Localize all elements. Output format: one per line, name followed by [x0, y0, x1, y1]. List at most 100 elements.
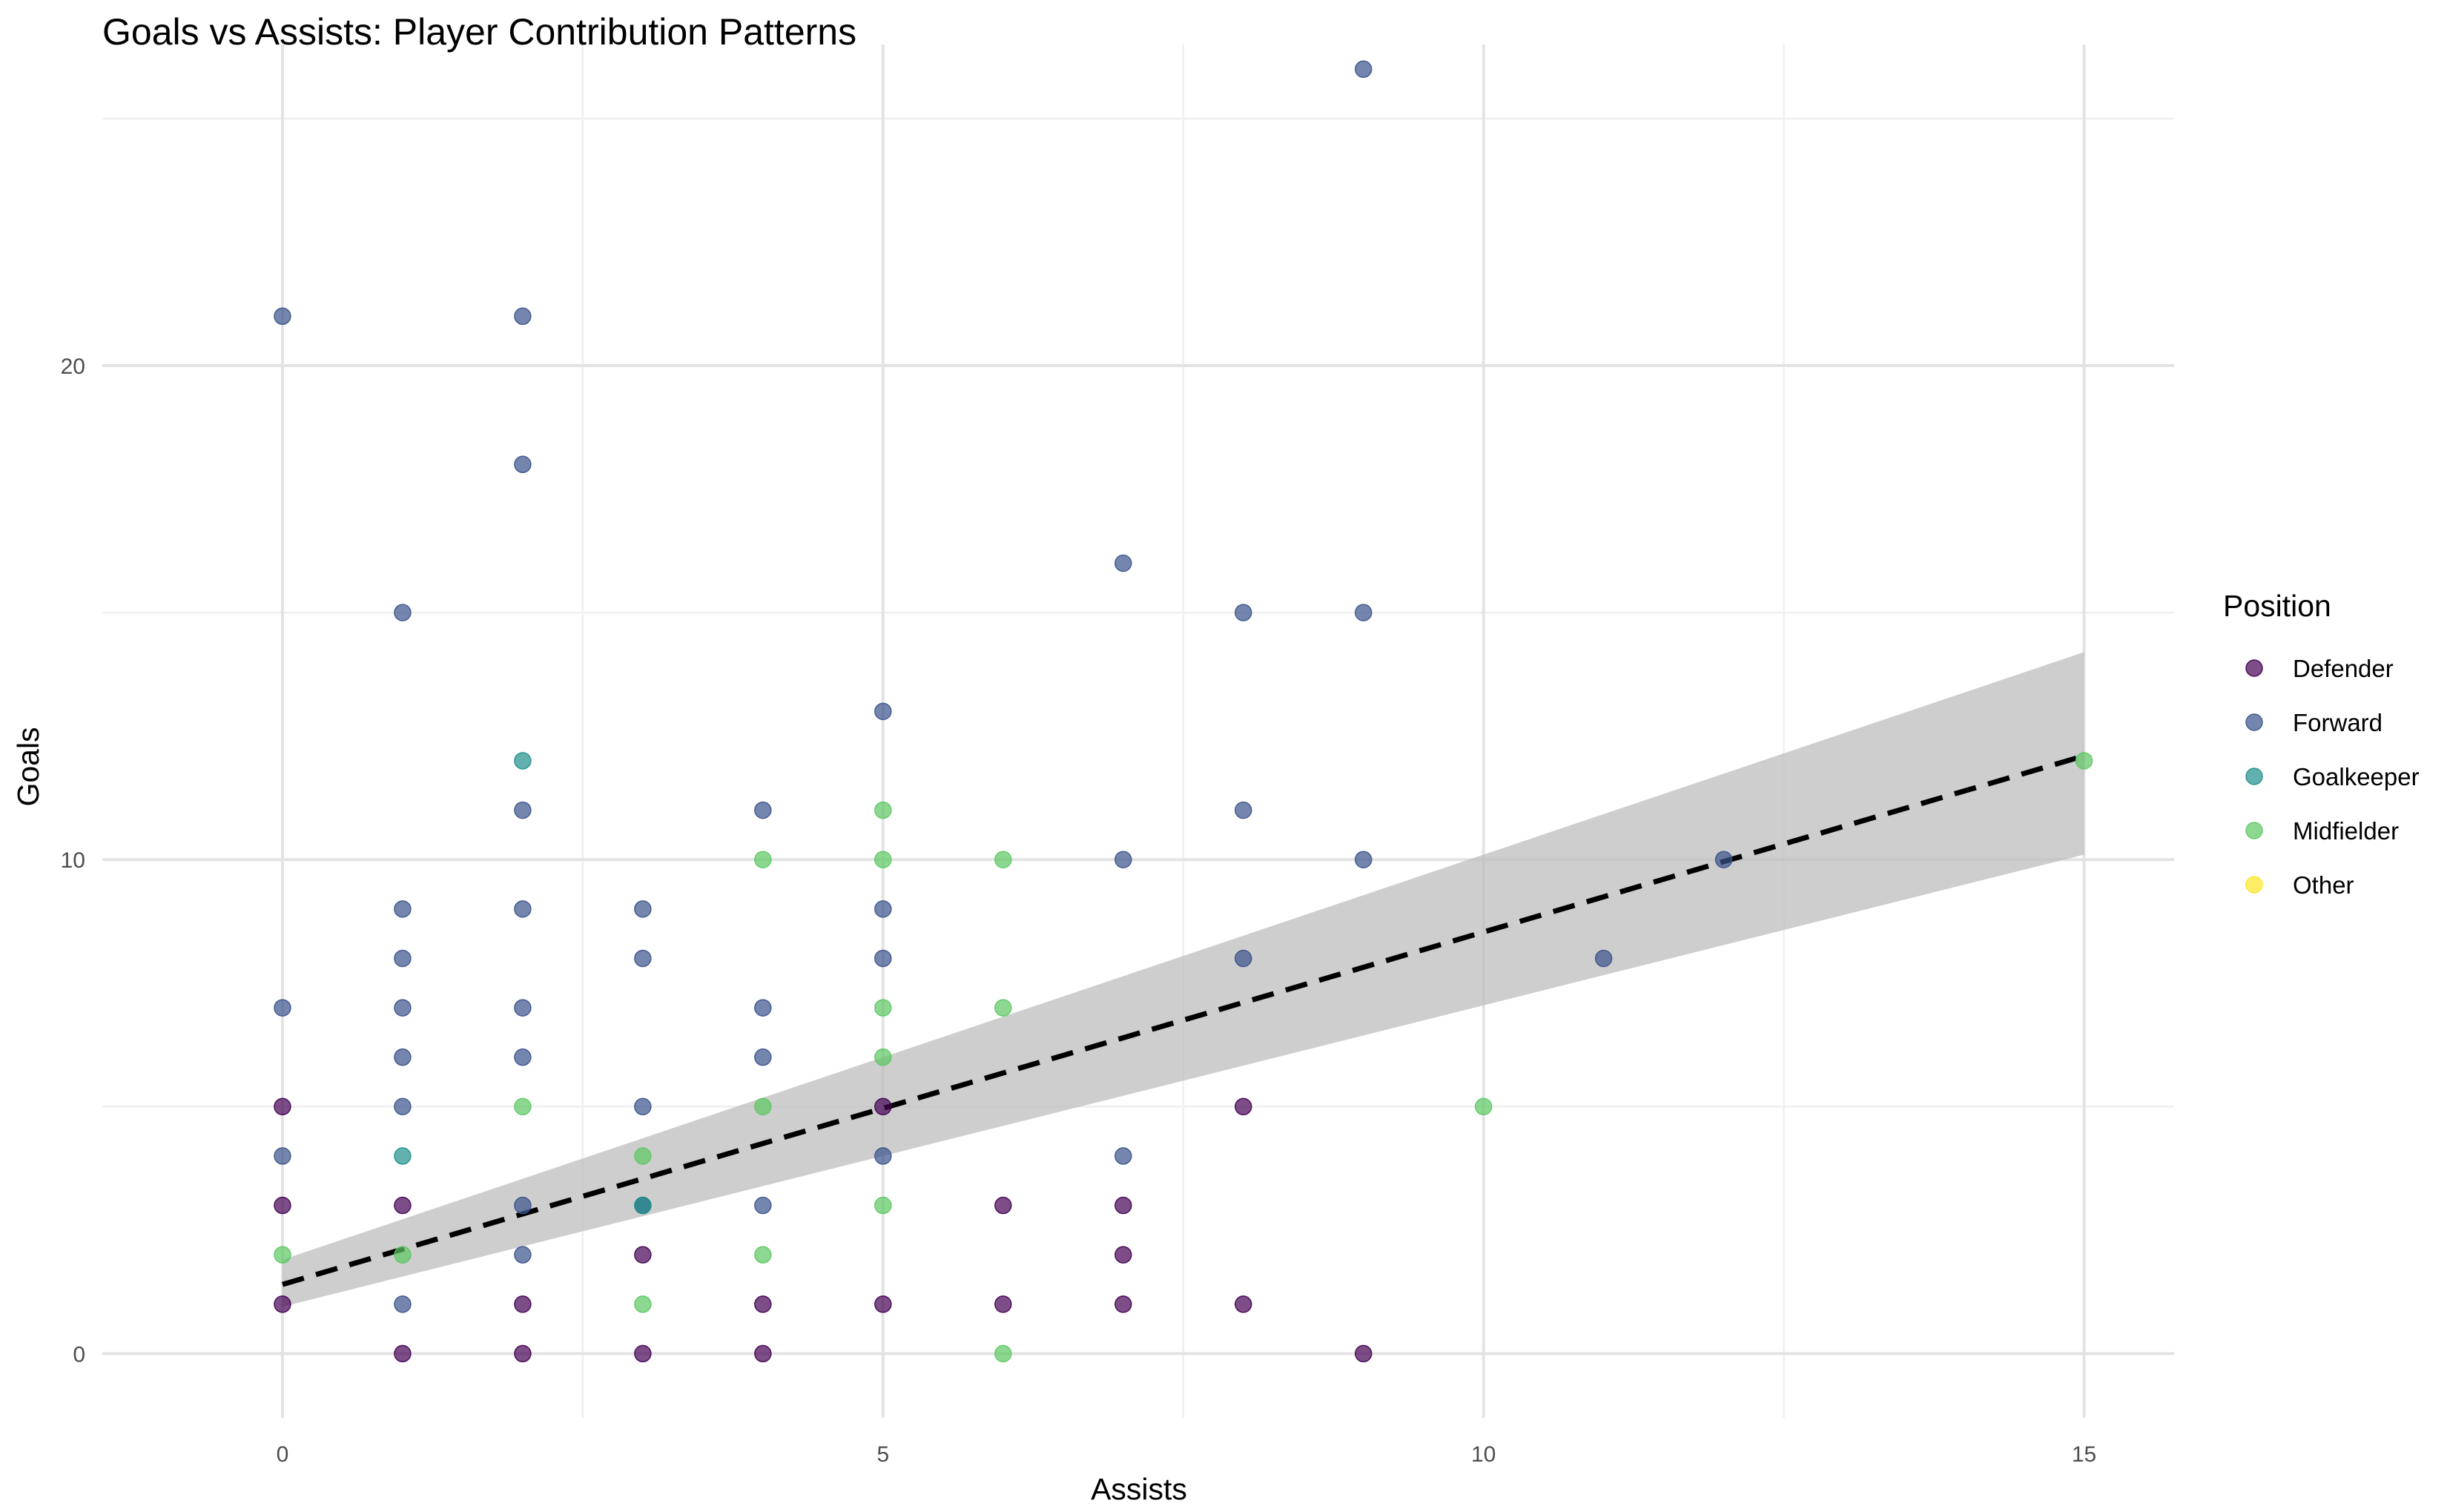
- data-point-forward: [874, 900, 892, 918]
- x-tick-label: 0: [277, 1442, 289, 1467]
- data-point-forward: [754, 999, 772, 1017]
- minor-gridlines: [102, 44, 2174, 1418]
- data-point-forward: [514, 900, 532, 918]
- data-point-defender: [754, 1344, 772, 1363]
- confidence-ribbon-layer: [282, 652, 2084, 1307]
- data-point-forward: [874, 702, 892, 721]
- legend-title: Position: [2223, 589, 2331, 623]
- data-point-forward: [514, 1246, 532, 1264]
- data-point-forward: [1114, 1147, 1132, 1165]
- legend-label-goalkeeper: Goalkeeper: [2293, 763, 2420, 790]
- legend-items: Defender Forward Goalkeeper Midfielder Other: [2245, 655, 2420, 899]
- data-point-defender: [1234, 1295, 1252, 1313]
- x-axis-title: Assists: [1091, 1472, 1187, 1506]
- data-point-defender: [874, 1295, 892, 1313]
- data-point-midfielder: [874, 999, 892, 1017]
- data-point-goalkeeper: [394, 1147, 412, 1165]
- legend-label-midfielder: Midfielder: [2293, 817, 2399, 845]
- data-point-forward: [1594, 949, 1613, 968]
- data-point-forward: [1234, 604, 1252, 621]
- legend: Position Defender Forward Goalkeeper Midfie…: [2223, 589, 2420, 899]
- data-point-defender: [1234, 1097, 1252, 1116]
- data-point-midfielder: [874, 851, 892, 868]
- data-point-midfielder: [394, 1246, 412, 1264]
- y-axis-ticks: 0 10 20: [61, 354, 85, 1367]
- x-tick-label: 15: [2072, 1442, 2096, 1467]
- legend-label-other: Other: [2293, 871, 2354, 899]
- data-point-midfielder: [754, 1246, 772, 1264]
- data-point-midfielder: [634, 1147, 652, 1165]
- data-point-forward: [394, 999, 412, 1017]
- data-point-forward: [514, 455, 532, 474]
- data-point-midfielder: [274, 1246, 291, 1264]
- data-point-defender: [1354, 1344, 1373, 1363]
- data-point-forward: [754, 1048, 772, 1066]
- data-point-midfielder: [994, 1344, 1012, 1363]
- data-point-forward: [874, 1147, 892, 1165]
- data-point-defender: [994, 1295, 1012, 1313]
- y-tick-label: 10: [61, 848, 85, 873]
- x-axis-ticks: 0 5 10 15: [277, 1442, 2097, 1467]
- data-point-forward: [1354, 604, 1373, 621]
- data-point-forward: [1114, 554, 1132, 572]
- data-point-midfielder: [874, 1196, 892, 1215]
- chart-title: Goals vs Assists: Player Contribution Pa…: [102, 11, 856, 53]
- legend-key-forward: [2245, 713, 2263, 731]
- data-point-defender: [994, 1196, 1012, 1215]
- data-point-forward: [1354, 60, 1373, 79]
- legend-key-midfielder: [2245, 822, 2263, 839]
- data-point-defender: [274, 1196, 291, 1215]
- data-point-forward: [634, 949, 652, 968]
- data-point-defender: [394, 1344, 412, 1363]
- data-point-defender: [874, 1097, 892, 1116]
- data-point-forward: [274, 1147, 291, 1165]
- y-tick-label: 0: [73, 1342, 85, 1367]
- data-point-midfielder: [1474, 1097, 1493, 1116]
- data-point-forward: [1114, 851, 1132, 868]
- data-point-defender: [394, 1196, 412, 1215]
- data-point-midfielder: [754, 1097, 772, 1116]
- data-point-forward: [274, 999, 291, 1017]
- data-point-forward: [394, 1295, 412, 1313]
- data-point-midfielder: [634, 1295, 652, 1313]
- data-point-defender: [274, 1295, 291, 1313]
- data-point-midfielder: [994, 851, 1012, 868]
- data-point-forward: [1234, 801, 1252, 819]
- data-point-forward: [394, 900, 412, 918]
- data-point-forward: [514, 801, 532, 819]
- data-point-midfielder: [754, 851, 772, 868]
- data-point-forward: [1234, 949, 1252, 968]
- data-point-defender: [754, 1295, 772, 1313]
- confidence-ribbon: [282, 652, 2084, 1307]
- data-point-forward: [274, 307, 291, 326]
- data-point-forward: [394, 1048, 412, 1066]
- legend-key-defender: [2245, 659, 2263, 677]
- data-point-forward: [514, 1196, 532, 1215]
- data-point-forward: [634, 1097, 652, 1116]
- legend-key-other: [2245, 876, 2263, 894]
- data-point-defender: [274, 1097, 291, 1116]
- data-point-midfielder: [2075, 752, 2093, 770]
- data-point-forward: [634, 900, 652, 918]
- legend-label-forward: Forward: [2293, 709, 2382, 736]
- data-point-goalkeeper: [514, 752, 532, 770]
- data-point-forward: [394, 1097, 412, 1116]
- data-point-forward: [874, 949, 892, 968]
- data-point-forward: [754, 801, 772, 819]
- data-point-defender: [514, 1295, 532, 1313]
- data-point-forward: [1714, 851, 1733, 868]
- y-axis-title: Goals: [11, 727, 45, 806]
- data-point-forward: [514, 307, 532, 326]
- data-point-defender: [1114, 1196, 1132, 1215]
- data-point-defender: [1114, 1295, 1132, 1313]
- legend-label-defender: Defender: [2293, 655, 2394, 682]
- data-point-forward: [514, 1048, 532, 1066]
- data-point-midfielder: [994, 999, 1012, 1017]
- data-point-defender: [514, 1344, 532, 1363]
- data-point-forward: [514, 999, 532, 1017]
- data-point-defender: [634, 1246, 652, 1264]
- data-point-midfielder: [874, 1048, 892, 1066]
- data-point-defender: [1114, 1246, 1132, 1264]
- x-tick-label: 10: [1471, 1442, 1496, 1467]
